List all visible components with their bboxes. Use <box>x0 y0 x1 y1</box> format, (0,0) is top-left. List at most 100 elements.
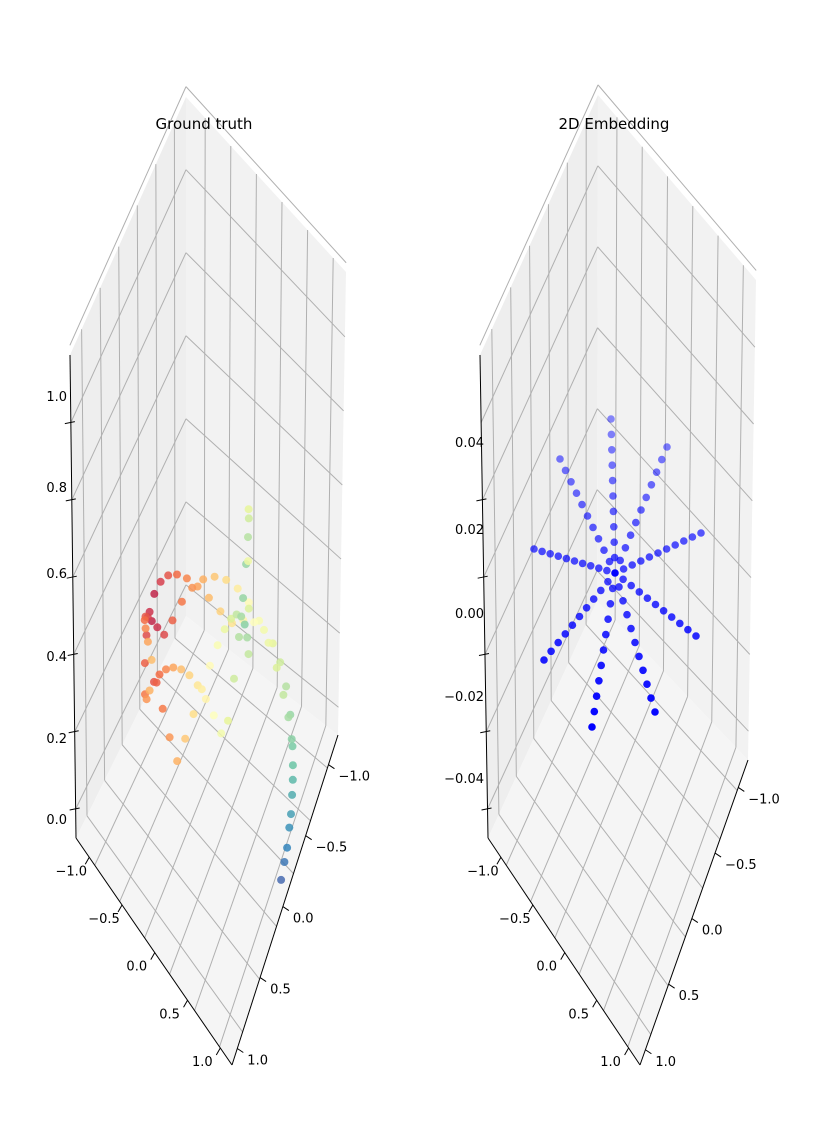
z-tick-label: 0.4 <box>46 650 67 665</box>
floor-gridline-b <box>603 721 713 1011</box>
left-wall-horizontal-gridline <box>481 246 599 501</box>
right-axis-tick-label: −0.5 <box>725 858 757 873</box>
left-wall-horizontal-gridline <box>69 86 187 346</box>
ground-truth-point <box>272 663 281 672</box>
floor-pane <box>76 616 338 1065</box>
ground-truth-point <box>142 631 151 640</box>
left-axis-tick-label: 0.5 <box>159 1007 180 1022</box>
right-axis-tick-mark <box>305 835 312 841</box>
embedding-point <box>647 481 656 489</box>
ground-truth-point <box>140 616 149 625</box>
ground-truth-points <box>140 505 297 884</box>
ground-truth-point <box>244 598 253 607</box>
embedding-point <box>688 533 697 541</box>
embedding-point <box>642 493 650 502</box>
embedding-gridlines <box>479 84 757 1066</box>
ground-truth-point <box>201 695 210 703</box>
ground-truth-point <box>244 604 253 613</box>
ground-truth-point <box>181 734 190 743</box>
ground-truth-point <box>213 641 222 650</box>
embedding-point <box>615 583 623 591</box>
floor-gridline-b <box>530 645 640 902</box>
ground-truth-point <box>288 775 297 784</box>
left-wall-vertical-gridline <box>566 162 570 663</box>
embedding-point <box>616 556 624 565</box>
embedding-point <box>608 461 616 470</box>
z-tick-label: 0.0 <box>46 813 67 828</box>
embedding-point <box>623 610 631 619</box>
ground-truth-point <box>244 533 252 542</box>
ground-truth-point <box>185 671 194 680</box>
right-wall-vertical-gridline <box>276 201 283 688</box>
embedding-point <box>632 518 640 527</box>
embedding-point <box>538 547 546 556</box>
left-axis-tick-label: 0.5 <box>568 1007 589 1022</box>
ground-truth-point <box>282 682 291 691</box>
embedding-point <box>589 595 598 603</box>
left-axis-tick-mark <box>592 1000 598 1008</box>
right-axis-tick-label: 0.0 <box>293 912 314 927</box>
z-axis-line <box>69 354 77 839</box>
right-wall-horizontal-gridline <box>597 165 756 348</box>
ground-truth-point <box>147 655 156 664</box>
embedding-point <box>610 523 618 531</box>
ground-truth-point <box>141 624 150 633</box>
embedding-point <box>603 566 611 575</box>
ground-truth-point <box>173 570 181 579</box>
ground-truth-point <box>240 620 249 629</box>
embedding-point <box>647 694 655 702</box>
ground-truth-point <box>168 616 177 625</box>
embedding-point <box>556 455 564 463</box>
right-wall-horizontal-gridline <box>185 501 341 634</box>
right-axis-tick-mark <box>237 1048 244 1053</box>
right-wall-vertical-gridline <box>228 145 232 650</box>
floor-gridline-b <box>169 687 278 975</box>
ground-truth-point <box>204 593 213 602</box>
left-axis-tick-mark <box>624 1047 630 1056</box>
ground-truth-gridlines <box>69 86 347 1066</box>
z-tick-label: 0.2 <box>46 732 67 747</box>
embedding-point <box>619 565 628 573</box>
left-wall-horizontal-gridline <box>74 501 187 732</box>
embedding-point <box>610 538 618 546</box>
right-axis-tick-label: −1.0 <box>338 770 370 785</box>
floor-gridline-a <box>550 700 704 889</box>
embedding-point <box>627 581 635 590</box>
embedding-point <box>676 619 684 628</box>
ground-truth-point <box>210 572 219 581</box>
ground-truth-point <box>155 670 164 679</box>
ground-truth-point <box>162 665 170 674</box>
embedding-point <box>684 625 692 634</box>
ground-truth-point <box>287 810 295 819</box>
embedding-point <box>627 624 635 633</box>
embedding-point <box>605 557 614 566</box>
embedding-point <box>628 561 636 569</box>
embedding-point <box>663 443 671 451</box>
ground-truth-point <box>205 661 214 670</box>
ground-truth-point <box>169 663 178 672</box>
floor-pane <box>488 601 748 1065</box>
left-axis-tick-mark <box>560 952 566 960</box>
back-right-pane <box>186 97 346 735</box>
floor-gridline-b <box>194 706 302 1011</box>
ground-truth-point <box>216 607 225 616</box>
embedding-point <box>662 545 671 553</box>
ground-truth-point <box>288 790 297 799</box>
right-axis-tick-mark <box>668 983 675 989</box>
embedding-point <box>692 632 700 640</box>
right-wall-horizontal-gridline <box>185 252 344 412</box>
floor-gridline-b <box>94 630 205 866</box>
right-wall-vertical-gridline <box>252 173 257 669</box>
right-wall-horizontal-gridline <box>596 489 751 655</box>
ground-truth-point <box>140 659 149 668</box>
ground-truth-point <box>199 575 208 584</box>
embedding-point <box>635 588 644 596</box>
embedding-point <box>568 621 577 629</box>
z-tick-mark <box>69 807 80 811</box>
floor-gridline-a <box>498 814 652 1035</box>
ground-truth-point <box>230 674 238 683</box>
z-tick-label: 0.8 <box>46 481 67 496</box>
floor-gridline-b <box>144 668 254 939</box>
z-tick-label: 0.02 <box>455 523 484 538</box>
ground-truth-point <box>156 577 165 586</box>
